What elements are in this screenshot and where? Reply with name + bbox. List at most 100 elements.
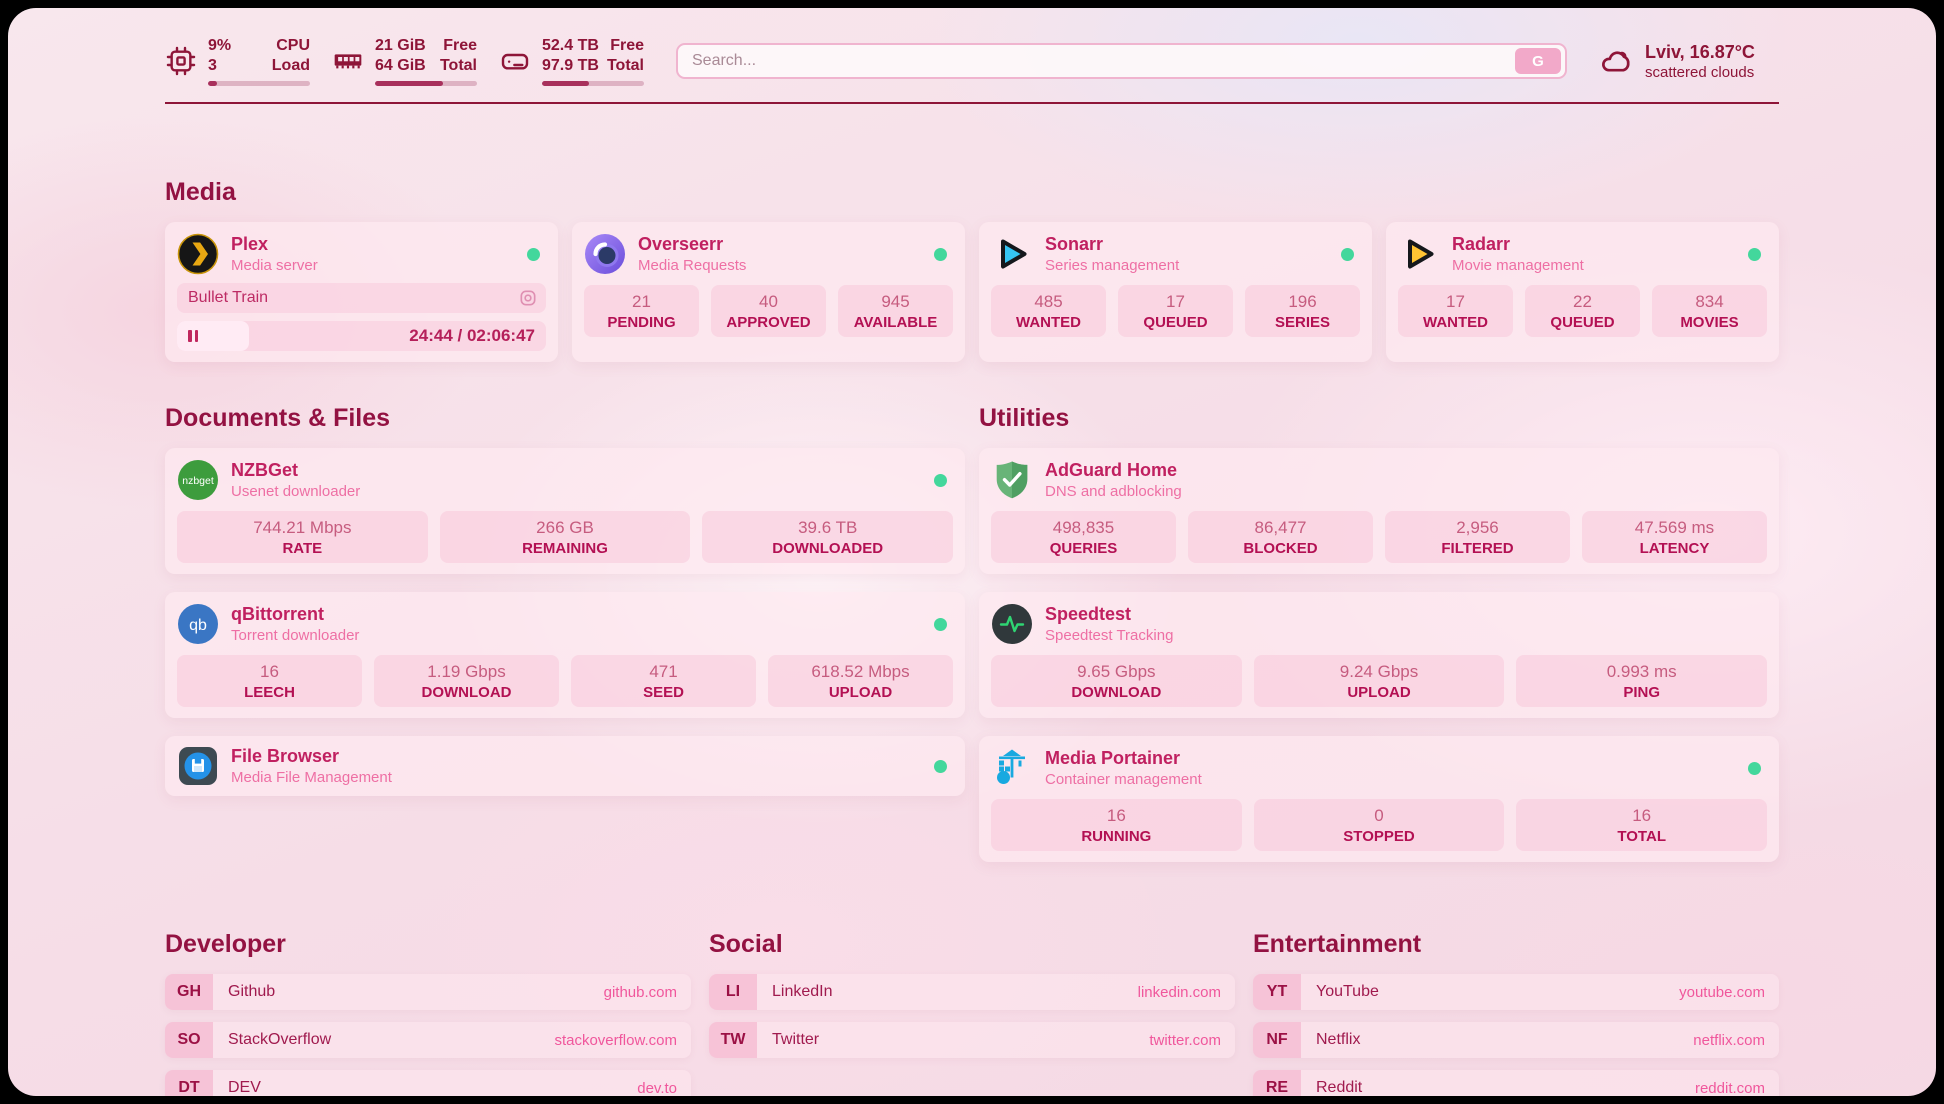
stat-value: 0 xyxy=(1374,805,1384,825)
service-card-radarr[interactable]: Radarr Movie management 17 WANTED 22 QUE… xyxy=(1386,222,1779,362)
stat-value: 21 xyxy=(632,291,651,311)
bookmark-github[interactable]: GH Github github.com xyxy=(165,974,691,1010)
cpu-widget: 9% 3 CPU Load xyxy=(165,36,310,86)
bookmark-youtube[interactable]: YT YouTube youtube.com xyxy=(1253,974,1779,1010)
plex-icon xyxy=(177,233,219,275)
bookmark-name: YouTube xyxy=(1316,983,1379,1000)
filebrowser-icon xyxy=(177,745,219,787)
stat-filtered: 2,956 FILTERED xyxy=(1385,511,1570,563)
service-description: Movie management xyxy=(1452,257,1584,274)
stat-remaining: 266 GB REMAINING xyxy=(439,511,691,563)
service-description: Torrent downloader xyxy=(231,627,360,644)
stat-value: 47.569 ms xyxy=(1634,517,1715,537)
service-name: NZBGet xyxy=(231,460,298,480)
stat-value: 17 xyxy=(1166,291,1185,311)
service-card-sonarr[interactable]: Sonarr Series management 485 WANTED 17 Q… xyxy=(979,222,1372,362)
section-documents: Documents & Files nzbget NZBGet Usenet d xyxy=(165,404,965,880)
status-online-dot xyxy=(934,247,947,261)
memory-usage-bar xyxy=(375,81,477,86)
service-card-qbittorrent[interactable]: qb qBittorrent Torrent downloader 16 LEE… xyxy=(165,592,965,718)
memory-total-label: Total xyxy=(439,57,477,74)
bookmark-name: Netflix xyxy=(1316,1031,1361,1048)
stat-label: WANTED xyxy=(1423,313,1488,331)
stat-value: 16 xyxy=(1632,805,1652,825)
status-online-dot xyxy=(1748,761,1761,775)
cpu-usage-bar xyxy=(208,81,310,86)
bookmark-group-developer: Developer GH Github github.com SO StackO… xyxy=(165,930,691,1096)
stat-download: 1.19 Gbps DOWNLOAD xyxy=(374,655,559,707)
memory-total-value: 64 GiB xyxy=(375,57,426,74)
search-bar: G xyxy=(676,43,1567,79)
service-description: Series management xyxy=(1045,257,1180,274)
bookmark-twitter[interactable]: TW Twitter twitter.com xyxy=(709,1022,1235,1058)
bookmark-name: DEV xyxy=(228,1079,261,1096)
stat-label: DOWNLOAD xyxy=(1071,683,1162,701)
stat-leech: 16 LEECH xyxy=(177,655,362,707)
top-bar: 9% 3 CPU Load xyxy=(165,36,1779,86)
stat-seed: 471 SEED xyxy=(571,655,756,707)
service-card-portainer[interactable]: Media Portainer Container management 16 … xyxy=(979,736,1779,862)
portainer-icon xyxy=(991,747,1033,789)
stat-value: 39.6 TB xyxy=(798,517,858,537)
status-online-dot xyxy=(1341,247,1354,261)
stat-value: 22 xyxy=(1573,291,1592,311)
bookmark-url: reddit.com xyxy=(1694,1079,1765,1097)
weather-condition: scattered clouds xyxy=(1645,63,1755,81)
service-card-filebrowser[interactable]: File Browser Media File Management xyxy=(165,736,965,796)
bookmark-dev[interactable]: DT DEV dev.to xyxy=(165,1070,691,1096)
bookmark-stackoverflow[interactable]: SO StackOverflow stackoverflow.com xyxy=(165,1022,691,1058)
service-card-nzbget[interactable]: nzbget NZBGet Usenet downloader 744.21 M… xyxy=(165,448,965,574)
bookmark-group-social: Social LI LinkedIn linkedin.com TW Twitt… xyxy=(709,930,1235,1096)
stat-label: TOTAL xyxy=(1617,827,1666,845)
bookmark-linkedin[interactable]: LI LinkedIn linkedin.com xyxy=(709,974,1235,1010)
section-media: Media Plex Media server xyxy=(165,178,1779,362)
section-title-entertainment: Entertainment xyxy=(1253,930,1422,958)
search-provider-button[interactable]: G xyxy=(1515,48,1561,74)
stat-label: MOVIES xyxy=(1680,313,1739,331)
stat-label: UPLOAD xyxy=(1347,683,1411,701)
stat-value: 471 xyxy=(649,661,678,681)
status-online-dot xyxy=(527,247,540,261)
bookmark-name: LinkedIn xyxy=(772,983,833,1000)
sonarr-icon xyxy=(991,233,1033,275)
search-input[interactable] xyxy=(692,52,1515,70)
stat-series: 196 SERIES xyxy=(1245,285,1360,337)
bookmark-reddit[interactable]: RE Reddit reddit.com xyxy=(1253,1070,1779,1096)
bookmark-abbr: TW xyxy=(709,1022,757,1058)
bookmark-group-entertainment: Entertainment YT YouTube youtube.com NF … xyxy=(1253,930,1779,1096)
cpu-icon xyxy=(165,45,197,77)
memory-widget: 21 GiB 64 GiB Free Total xyxy=(332,36,477,86)
stat-rate: 744.21 Mbps RATE xyxy=(177,511,428,563)
service-card-adguard[interactable]: AdGuard Home DNS and adblocking 498,835 … xyxy=(979,448,1779,574)
bookmark-abbr: RE xyxy=(1253,1070,1301,1096)
stat-label: QUEUED xyxy=(1550,313,1615,331)
pause-button[interactable] xyxy=(188,330,198,342)
nzbget-icon: nzbget xyxy=(177,459,219,501)
stat-label: SEED xyxy=(643,683,684,701)
stat-running: 16 RUNNING xyxy=(991,799,1242,851)
disk-total-value: 97.9 TB xyxy=(542,57,599,74)
stat-label: BLOCKED xyxy=(1243,539,1318,557)
bookmark-netflix[interactable]: NF Netflix netflix.com xyxy=(1253,1022,1779,1058)
bookmark-url: netflix.com xyxy=(1693,1031,1765,1049)
service-name: Speedtest xyxy=(1045,604,1132,624)
service-card-speedtest[interactable]: Speedtest Speedtest Tracking 9.65 Gbps D… xyxy=(979,592,1779,718)
service-name: AdGuard Home xyxy=(1045,460,1178,480)
service-card-plex[interactable]: Plex Media server Bullet Train xyxy=(165,222,558,362)
status-online-dot xyxy=(934,473,947,487)
bookmark-abbr: GH xyxy=(165,974,213,1010)
service-description: Media server xyxy=(231,257,318,274)
service-card-overseerr[interactable]: Overseerr Media Requests 21 PENDING 40 A… xyxy=(572,222,965,362)
stat-queued: 17 QUEUED xyxy=(1118,285,1233,337)
stat-label: PENDING xyxy=(607,313,676,331)
service-name: qBittorrent xyxy=(231,604,324,624)
service-description: Media Requests xyxy=(638,257,747,274)
bookmark-url: dev.to xyxy=(637,1079,677,1097)
stat-label: REMAINING xyxy=(522,539,608,557)
service-name: Radarr xyxy=(1452,234,1511,254)
speedtest-icon xyxy=(991,603,1033,645)
stat-label: QUEUED xyxy=(1143,313,1208,331)
stat-approved: 40 APPROVED xyxy=(711,285,826,337)
stat-downloaded: 39.6 TB DOWNLOADED xyxy=(702,511,954,563)
stat-value: 2,956 xyxy=(1456,517,1499,537)
